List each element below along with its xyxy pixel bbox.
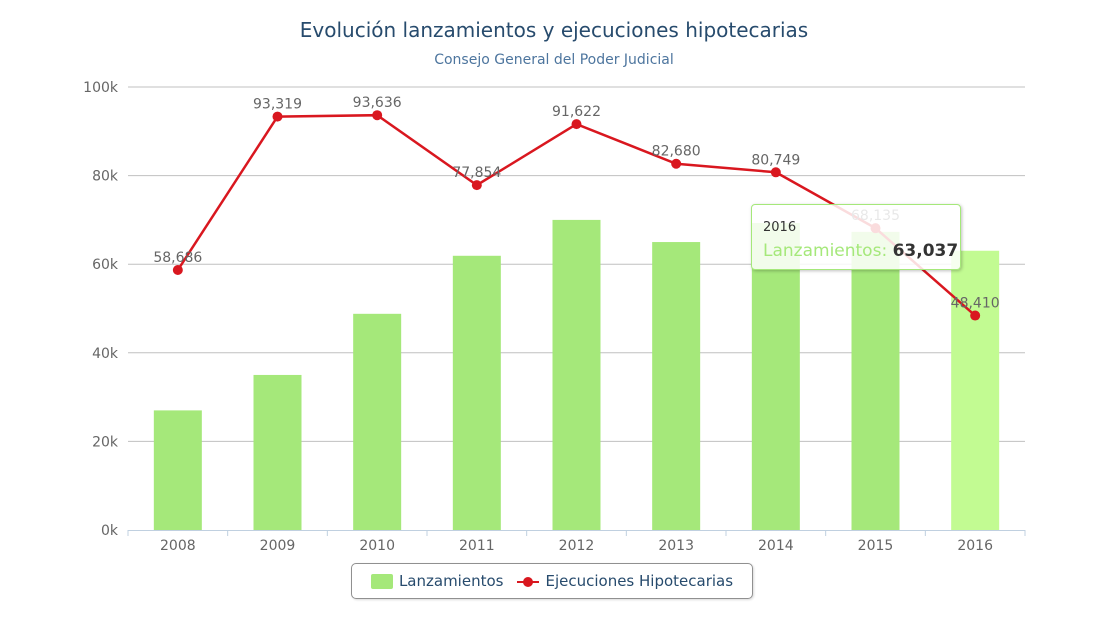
data-label: 93,319 <box>253 97 302 113</box>
line-point <box>970 310 981 321</box>
chart-subtitle: Consejo General del Poder Judicial <box>434 52 674 68</box>
x-tick-label: 2015 <box>858 538 894 554</box>
bar <box>253 374 302 530</box>
bar <box>951 250 1000 530</box>
bar <box>552 219 601 530</box>
y-tick-label: 40k <box>92 346 119 362</box>
x-tick-label: 2016 <box>957 538 993 554</box>
tooltip-value: 63,037 <box>892 241 959 261</box>
data-label: 58,686 <box>153 250 202 266</box>
data-label: 77,854 <box>452 165 501 181</box>
line-point <box>272 111 283 122</box>
legend: Lanzamientos Ejecuciones Hipotecarias <box>351 563 753 599</box>
x-tick-label: 2012 <box>559 538 595 554</box>
tooltip: 2016 Lanzamientos: 63,037 <box>751 204 961 270</box>
legend-label: Lanzamientos <box>398 572 504 590</box>
line-marker-icon <box>517 574 540 589</box>
x-tick-label: 2010 <box>359 538 395 554</box>
line-point <box>671 158 682 169</box>
legend-item-ejecuciones[interactable]: Ejecuciones Hipotecarias <box>517 572 733 590</box>
tooltip-series: Lanzamientos: <box>763 241 893 261</box>
x-tick-label: 2011 <box>459 538 495 554</box>
x-tick-label: 2009 <box>260 538 296 554</box>
x-tick-label: 2008 <box>160 538 196 554</box>
bar <box>652 242 701 531</box>
y-tick-label: 20k <box>92 434 119 450</box>
bar <box>452 255 501 530</box>
y-tick-label: 100k <box>83 80 119 96</box>
x-tick-label: 2014 <box>758 538 794 554</box>
data-label: 80,749 <box>751 152 800 168</box>
x-tick-label: 2013 <box>658 538 694 554</box>
y-tick-label: 80k <box>92 169 119 185</box>
legend-item-lanzamientos[interactable]: Lanzamientos <box>370 572 504 590</box>
y-tick-label: 60k <box>92 257 119 273</box>
line-point <box>172 265 183 276</box>
tooltip-category: 2016 <box>763 220 797 235</box>
legend-label: Ejecuciones Hipotecarias <box>545 572 734 590</box>
line-point <box>372 110 383 121</box>
bar <box>153 410 202 530</box>
data-label: 48,410 <box>951 296 1000 312</box>
line-point <box>571 119 582 130</box>
data-label: 82,680 <box>652 144 701 160</box>
data-label: 93,636 <box>353 95 402 111</box>
y-tick-label: 0k <box>101 523 119 539</box>
bar <box>751 223 800 530</box>
data-label: 91,622 <box>552 104 601 120</box>
bar <box>851 231 900 530</box>
bar <box>353 313 402 530</box>
chart-title: Evolución lanzamientos y ejecuciones hip… <box>299 18 809 42</box>
line-point <box>770 167 781 178</box>
line-point <box>471 180 482 191</box>
bar-swatch-icon <box>370 573 393 589</box>
